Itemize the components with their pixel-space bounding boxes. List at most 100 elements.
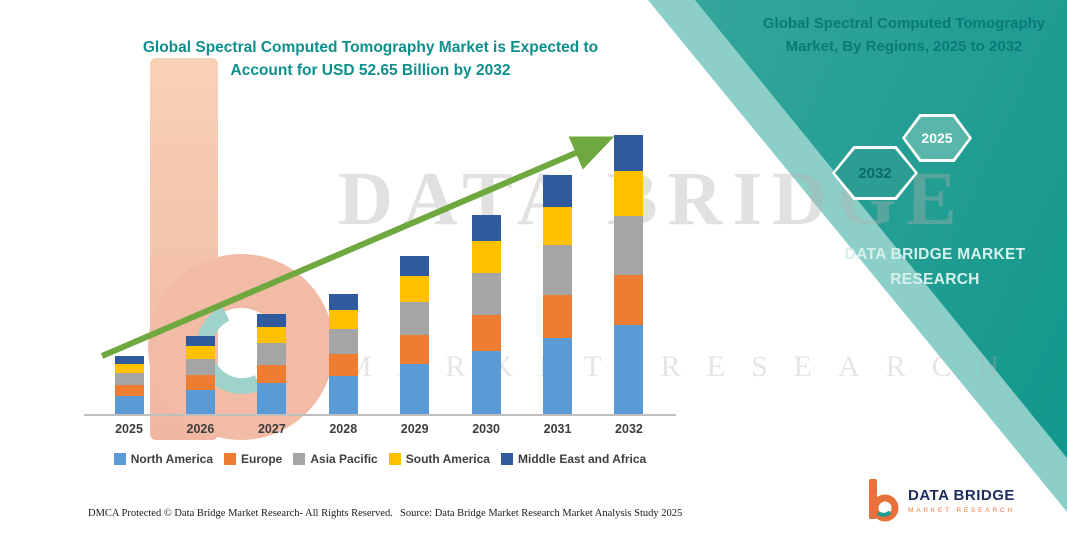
x-axis-label: 2028	[329, 422, 358, 436]
bar-segment-asia-pacific	[471, 273, 501, 316]
stacked-bar-2027	[257, 313, 287, 415]
legend-swatch	[113, 453, 126, 465]
stacked-bar-2031	[543, 175, 573, 415]
legend-item: Europe	[224, 452, 282, 466]
bar-segment-asia-pacific	[257, 343, 287, 365]
bar-segment-europe	[543, 295, 573, 339]
right-panel-brand-text: DATA BRIDGE MARKET RESEARCH	[844, 246, 1026, 288]
legend-swatch	[293, 453, 306, 465]
hexagon-2025-label: 2025	[921, 130, 953, 146]
x-axis-label: 2027	[257, 422, 286, 436]
bar-segment-asia-pacific	[114, 373, 144, 386]
bar-segment-south-america	[614, 171, 644, 217]
bar-segment-asia-pacific	[400, 301, 430, 336]
bar-segment-europe	[328, 354, 358, 377]
x-axis-label: 2030	[472, 422, 501, 436]
bar-segment-south-america	[328, 309, 358, 329]
dbmr-logo-b-icon	[869, 479, 899, 522]
dbmr-logo-text: DATA BRIDGE MARKET RESEARCH	[908, 487, 1015, 514]
bar-segment-europe	[257, 364, 287, 383]
bar-segment-middle-east-and-africa	[543, 175, 573, 207]
bar-segment-asia-pacific	[543, 244, 573, 296]
stacked-bar-2029	[400, 255, 430, 415]
bar-segment-middle-east-and-africa	[185, 335, 215, 346]
bar-segment-south-america	[400, 276, 430, 302]
bar-segment-middle-east-and-africa	[614, 135, 644, 172]
chart-title: Global Spectral Computed Tomography Mark…	[142, 39, 599, 80]
bar-segment-asia-pacific	[328, 328, 358, 355]
bar-segment-europe	[114, 385, 144, 396]
legend-swatch	[224, 453, 237, 465]
legend-item: South America	[388, 452, 490, 466]
bar-column: 2028	[312, 293, 374, 444]
legend-label: Middle East and Africa	[517, 452, 647, 466]
x-axis-line	[84, 414, 676, 416]
bar-segment-north-america	[471, 351, 501, 415]
stacked-bar-2025	[114, 356, 144, 415]
legend-swatch	[500, 453, 513, 465]
bar-segment-europe	[471, 315, 501, 352]
legend-item: Asia Pacific	[293, 452, 378, 466]
logo-name: DATA BRIDGE	[908, 486, 1015, 504]
source-text: Source: Data Bridge Market Research Mark…	[400, 508, 683, 519]
bar-segment-south-america	[543, 206, 573, 245]
bar-segment-south-america	[185, 345, 215, 359]
bar-column: 2025	[98, 356, 160, 444]
bar-column: 2030	[455, 215, 517, 444]
stacked-bar-2026	[185, 335, 215, 415]
bar-segment-north-america	[614, 325, 644, 415]
legend-label: Asia Pacific	[310, 452, 378, 466]
bar-segment-north-america	[114, 395, 144, 415]
bar-segment-north-america	[328, 376, 358, 415]
bar-segment-middle-east-and-africa	[328, 293, 358, 310]
bar-segment-north-america	[257, 382, 287, 415]
stacked-bar-2028	[328, 293, 358, 415]
trend-arrow	[100, 136, 615, 359]
brand-b-watermark	[138, 58, 358, 448]
legend-item: North America	[113, 452, 214, 466]
x-axis-label: 2031	[543, 422, 572, 436]
bar-column: 2029	[384, 255, 446, 444]
stacked-bar-2030	[471, 215, 501, 415]
hexagon-2025: 2025	[902, 114, 972, 162]
logo-subtitle: MARKET RESEARCH	[908, 506, 1015, 514]
hexagon-2032-label: 2032	[858, 164, 892, 182]
legend-swatch	[388, 453, 401, 465]
bar-segment-europe	[400, 335, 430, 364]
legend: North America Europe Asia Pacific South Ame…	[80, 452, 680, 466]
bar-segment-south-america	[257, 327, 287, 344]
bar-segment-europe	[614, 274, 644, 326]
bar-segment-asia-pacific	[614, 216, 644, 275]
bar-column: 2031	[527, 175, 589, 444]
bar-segment-north-america	[185, 389, 215, 415]
bar-segment-south-america	[114, 363, 144, 374]
hexagon-2025-inner: 2025	[905, 117, 969, 159]
legend-label: South America	[405, 452, 490, 466]
legend-label: North America	[130, 452, 214, 466]
bar-columns: 2025 2026 2027 2028 2029 2030 2031 2032	[90, 132, 668, 444]
bar-column: 2026	[169, 335, 231, 444]
hexagon-2032-inner: 2032	[835, 149, 915, 197]
bar-segment-asia-pacific	[185, 358, 215, 376]
watermark-marketresearch-text: MARKET RESEARCH	[345, 350, 1026, 383]
bar-column: 2027	[241, 313, 303, 444]
legend-label: Europe	[241, 452, 283, 466]
bar-segment-middle-east-and-africa	[114, 356, 144, 364]
bar-segment-europe	[185, 375, 215, 390]
bar-segment-middle-east-and-africa	[471, 215, 501, 242]
bar-segment-south-america	[471, 241, 501, 274]
dbmr-logo: DATA BRIDGE MARKET RESEARCH	[866, 477, 1015, 523]
x-axis-label: 2032	[615, 422, 643, 436]
bar-segment-middle-east-and-africa	[400, 255, 430, 277]
right-panel-title: Global Spectral Computed Tomography Mark…	[762, 15, 1046, 56]
x-axis-label: 2026	[186, 422, 215, 436]
dmca-text: DMCA Protected © Data Bridge Market Rese…	[88, 508, 393, 519]
x-axis-label: 2025	[115, 422, 143, 436]
bar-column: 2032	[598, 135, 660, 444]
bar-segment-north-america	[543, 338, 573, 415]
bar-segment-middle-east-and-africa	[257, 313, 287, 328]
x-axis-label: 2029	[400, 422, 429, 436]
bar-segment-north-america	[400, 363, 430, 415]
stacked-bar-2032	[614, 135, 644, 415]
